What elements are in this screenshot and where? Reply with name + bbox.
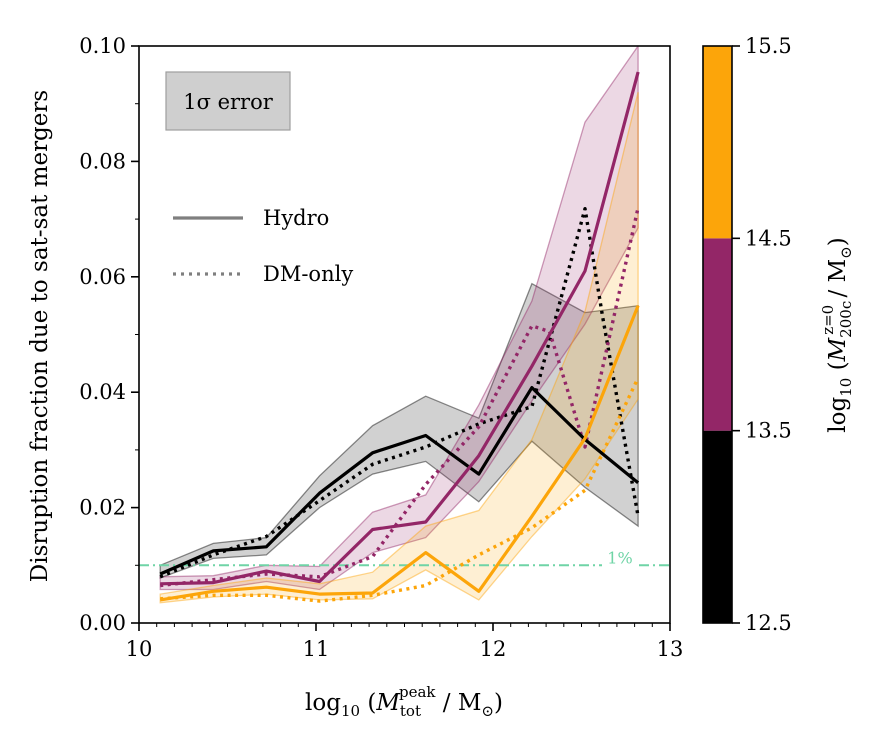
colorbar-bin-2 xyxy=(703,46,732,239)
series-hydro-low xyxy=(159,386,640,576)
band-high xyxy=(159,92,639,604)
x-tick-label: 13 xyxy=(657,637,684,661)
y-tick-label: 0.02 xyxy=(79,496,126,520)
reference-line-label: 1% xyxy=(607,548,632,567)
reference-label-bg xyxy=(602,551,638,568)
y-axis-label: Disruption fraction due to sat-sat merge… xyxy=(27,90,53,582)
legend-error-label: 1σ error xyxy=(183,90,274,114)
y-tick-label: 0.10 xyxy=(79,34,126,58)
y-tick-label: 0.08 xyxy=(79,149,126,173)
colorbar-tick-label: 13.5 xyxy=(745,419,792,443)
legend-error-patch xyxy=(165,71,291,131)
colorbar: 12.5 13.5 14.5 15.5 xyxy=(702,34,792,635)
y-tick-label: 0.06 xyxy=(79,265,126,289)
series-hydro-high xyxy=(159,305,640,602)
y-tick-label: 0.04 xyxy=(79,380,126,404)
series-dm-high xyxy=(160,377,640,603)
x-tick-label: 11 xyxy=(303,637,330,661)
series-hydro-mid xyxy=(160,71,640,586)
series-dm-mid xyxy=(160,207,640,588)
colorbar-label: log10 (M200cz=0 / M⊙) xyxy=(819,237,855,432)
colorbar-bin-0 xyxy=(703,430,732,623)
colorbar-bin-1 xyxy=(703,238,732,431)
legend-dmonly-label: DM-only xyxy=(263,262,353,286)
colorbar-frame xyxy=(702,45,733,624)
x-axis-label: log10 (Mtotpeak / M⊙) xyxy=(305,683,503,720)
x-tick-label: 10 xyxy=(126,637,153,661)
x-tick-label: 12 xyxy=(480,637,507,661)
band-mid xyxy=(159,46,639,591)
band-low xyxy=(159,282,639,579)
legend-hydro-label: Hydro xyxy=(263,206,329,230)
legend: 1σ error Hydro DM-only xyxy=(165,71,353,286)
colorbar-tick-label: 12.5 xyxy=(745,611,792,635)
colorbar-tick-label: 14.5 xyxy=(745,226,792,250)
colorbar-tick-label: 15.5 xyxy=(745,34,792,58)
y-tick-label: 0.00 xyxy=(79,611,126,635)
